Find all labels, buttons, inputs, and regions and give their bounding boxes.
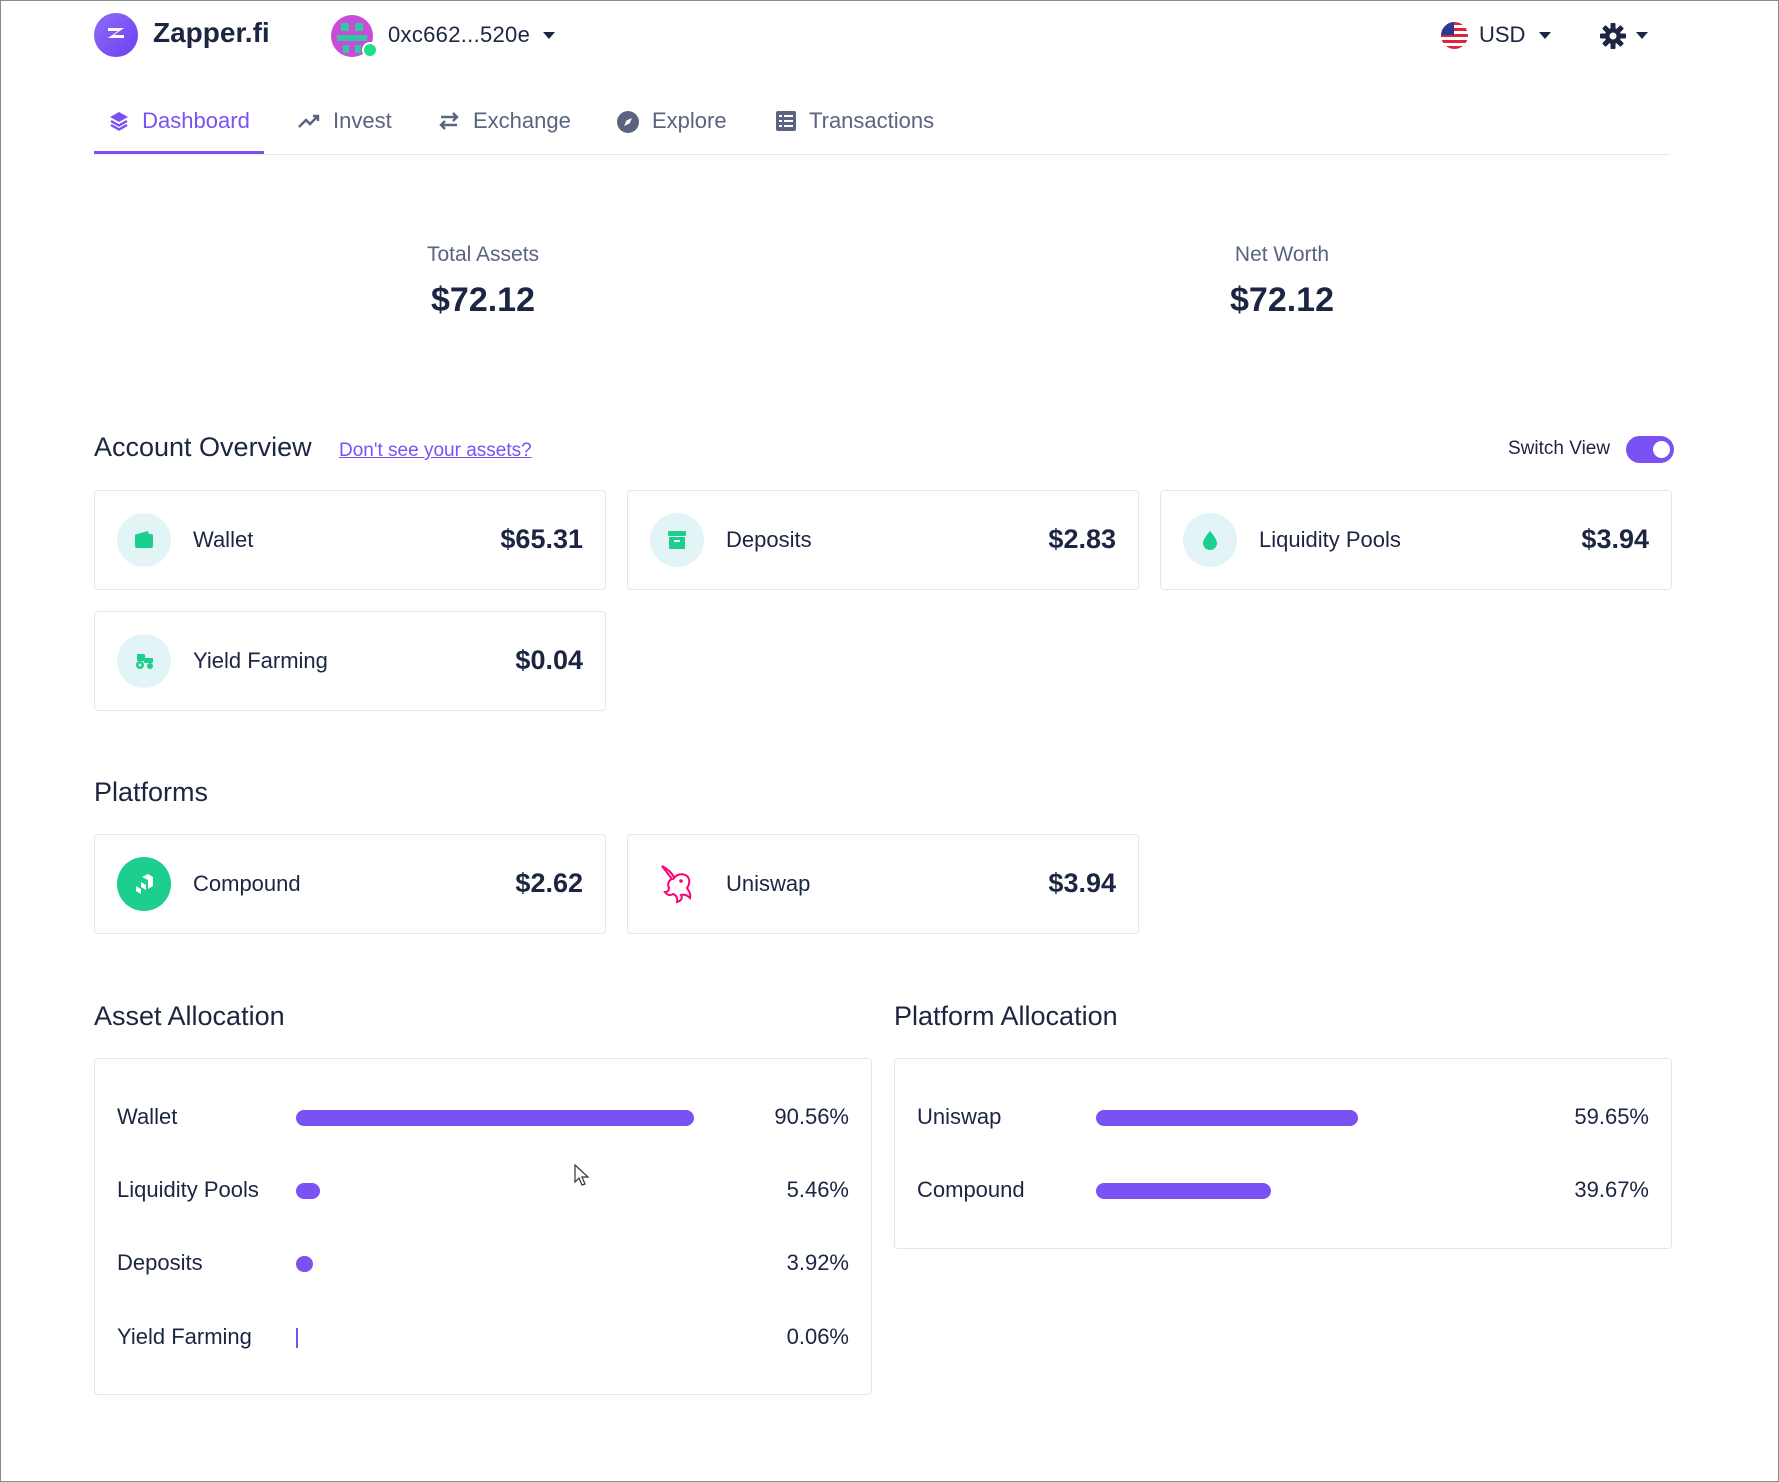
account-card-yield-farming[interactable]: Yield Farming $0.04 <box>94 611 606 711</box>
connected-status-dot <box>362 42 378 58</box>
account-card-liquidity-pools[interactable]: Liquidity Pools $3.94 <box>1160 490 1672 590</box>
chevron-down-icon[interactable] <box>1636 32 1648 39</box>
tab-label: Explore <box>652 108 727 133</box>
compass-icon <box>617 111 639 133</box>
card-value: $3.94 <box>1048 868 1116 898</box>
zapper-logo-icon[interactable] <box>94 13 138 57</box>
allocation-row-label: Yield Farming <box>117 1324 252 1349</box>
card-value: $65.31 <box>500 524 583 554</box>
allocation-bar <box>296 1110 695 1126</box>
layers-icon <box>110 112 129 131</box>
account-card-deposits[interactable]: Deposits $2.83 <box>627 490 1139 590</box>
tab-exchange[interactable]: Exchange <box>437 108 571 154</box>
card-label: Liquidity Pools <box>1259 527 1401 552</box>
us-flag-icon[interactable] <box>1441 22 1468 49</box>
tab-label: Dashboard <box>142 108 250 133</box>
archive-icon <box>668 531 686 549</box>
tab-invest[interactable]: Invest <box>297 108 392 154</box>
platform-allocation-panel: Uniswap 59.65% Compound 39.67% <box>894 1058 1672 1249</box>
card-label: Yield Farming <box>193 648 328 673</box>
tab-label: Invest <box>333 108 392 133</box>
swap-icon <box>439 112 459 130</box>
account-card-wallet[interactable]: Wallet $65.31 <box>94 490 606 590</box>
asset-allocation-title: Asset Allocation <box>94 1001 285 1031</box>
total-assets-value: $72.12 <box>431 281 535 319</box>
compound-logo-icon <box>136 874 153 894</box>
card-label: Wallet <box>193 527 254 552</box>
net-worth-value: $72.12 <box>1230 281 1334 319</box>
total-assets-label: Total Assets <box>426 243 540 266</box>
allocation-row-label: Liquidity Pools <box>117 1177 259 1202</box>
allocation-row-label: Deposits <box>117 1250 203 1275</box>
trending-up-icon <box>298 114 320 128</box>
asset-allocation-panel: Wallet 90.56% Liquidity Pools 5.46% Depo… <box>94 1058 872 1395</box>
main-nav-tabs: Dashboard Invest Exchange Explore Transa… <box>94 100 1670 155</box>
allocation-row-percent: 5.46% <box>786 1177 849 1202</box>
missing-assets-link[interactable]: Don't see your assets? <box>339 440 532 461</box>
allocation-bar <box>1096 1183 1271 1199</box>
allocation-row-label: Wallet <box>117 1104 178 1129</box>
tab-label: Transactions <box>809 108 935 133</box>
switch-view-toggle[interactable] <box>1626 436 1674 463</box>
platforms-title: Platforms <box>94 777 209 807</box>
currency-selector[interactable]: USD <box>1479 22 1526 47</box>
platform-card-compound[interactable]: Compound $2.62 <box>94 834 606 934</box>
chevron-down-icon[interactable] <box>543 32 555 39</box>
card-value: $2.62 <box>515 868 583 898</box>
net-worth-label: Net Worth <box>1234 243 1330 266</box>
allocation-row-label: Uniswap <box>917 1104 1002 1129</box>
card-value: $3.94 <box>1581 524 1649 554</box>
chevron-down-icon[interactable] <box>1539 32 1551 39</box>
allocation-row-label: Compound <box>917 1177 1025 1202</box>
list-icon <box>776 111 796 131</box>
tractor-icon <box>136 654 153 669</box>
card-value: $2.83 <box>1048 524 1116 554</box>
allocation-bar <box>296 1328 298 1348</box>
tab-transactions[interactable]: Transactions <box>775 108 934 154</box>
card-value: $0.04 <box>515 645 583 675</box>
platform-card-uniswap[interactable]: Uniswap $3.94 <box>627 834 1139 934</box>
gear-icon[interactable] <box>1599 22 1627 50</box>
card-label: Uniswap <box>726 871 811 896</box>
allocation-row-percent: 3.92% <box>786 1250 849 1275</box>
allocation-row-percent: 59.65% <box>1574 1104 1649 1129</box>
platform-allocation-title: Platform Allocation <box>894 1001 1118 1031</box>
allocation-bar <box>296 1256 314 1272</box>
uniswap-unicorn-icon <box>661 865 692 904</box>
card-label: Deposits <box>726 527 812 552</box>
allocation-row-percent: 90.56% <box>774 1104 849 1129</box>
allocation-row-percent: 0.06% <box>786 1324 849 1349</box>
brand-name[interactable]: Zapper.fi <box>153 17 270 48</box>
allocation-bar <box>296 1183 321 1199</box>
wallet-icon <box>135 531 153 548</box>
wallet-address[interactable]: 0xc662...520e <box>388 22 531 47</box>
switch-view-label: Switch View <box>1508 438 1611 459</box>
droplet-icon <box>1203 531 1217 550</box>
tab-explore[interactable]: Explore <box>616 108 727 154</box>
tab-label: Exchange <box>473 108 571 133</box>
allocation-bar <box>1096 1110 1359 1126</box>
account-overview-title: Account Overview <box>94 432 312 462</box>
mouse-cursor-icon <box>574 1164 590 1186</box>
card-label: Compound <box>193 871 301 896</box>
tab-dashboard[interactable]: Dashboard <box>94 108 264 154</box>
allocation-row-percent: 39.67% <box>1574 1177 1649 1202</box>
